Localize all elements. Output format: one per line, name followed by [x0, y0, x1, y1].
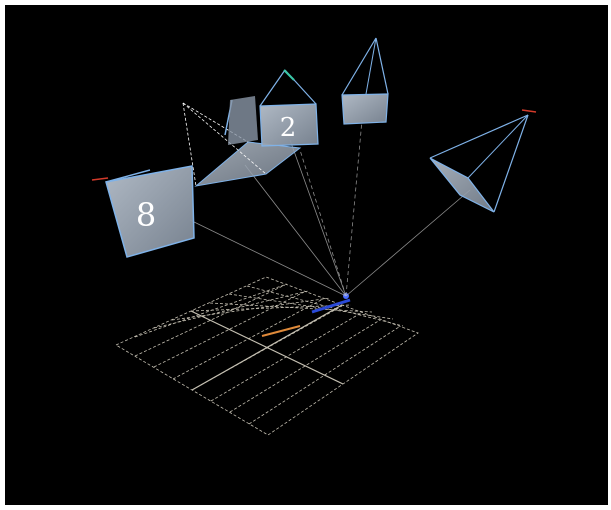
camera-label: 2 — [280, 113, 297, 143]
viewport-background — [5, 5, 608, 505]
camera-label: 8 — [136, 196, 156, 234]
